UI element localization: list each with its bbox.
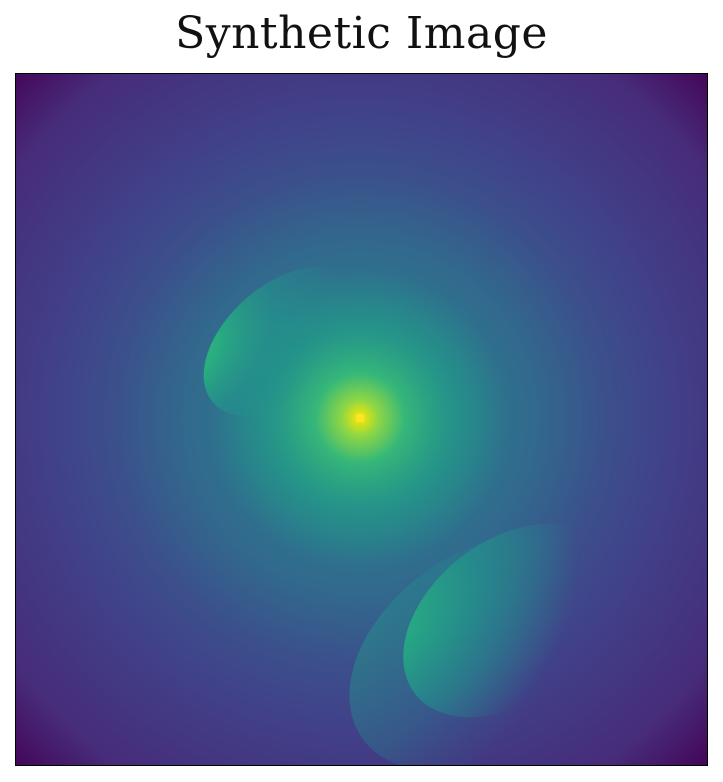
figure-title: Synthetic Image	[175, 8, 548, 59]
synthetic-image-panel	[15, 73, 708, 766]
synthetic-image	[16, 74, 707, 765]
